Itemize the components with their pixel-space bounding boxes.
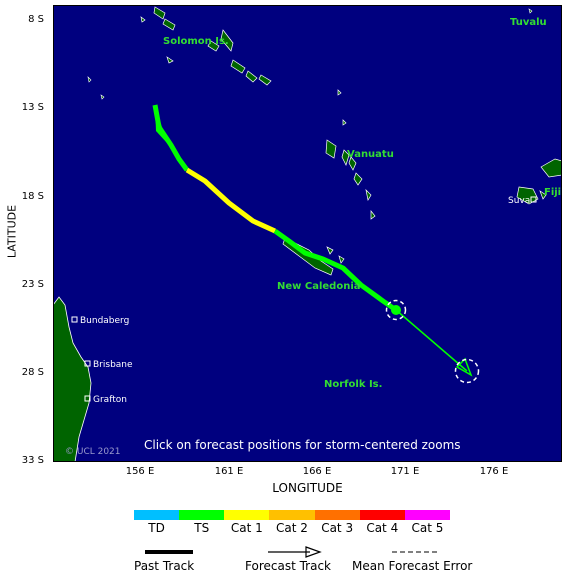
legend-label-cat1: Cat 1 (230, 521, 263, 535)
legend-label-ts: TS (194, 521, 210, 535)
place-label-norfolk-is: Norfolk Is. (324, 379, 382, 390)
lat-tick-28s: 28 S (21, 367, 44, 378)
lat-tick-13s: 13 S (21, 102, 44, 113)
x-axis-label: LONGITUDE (272, 481, 343, 495)
vanuatu-islands (325, 89, 376, 220)
place-label-vanuatu: Vanuatu (347, 149, 394, 160)
copyright-text: © UCL 2021 (65, 447, 121, 457)
intensity-legend-labels: TD TS Cat 1 Cat 2 Cat 3 Cat 4 Cat 5 (134, 521, 450, 535)
city-label-suva: Suva (508, 196, 530, 206)
map-frame (53, 5, 562, 462)
lon-tick-166e: 166 E (302, 466, 332, 477)
bundaberg-marker (71, 316, 78, 323)
lon-tick-156e: 156 E (125, 466, 155, 477)
past-track-ts-segment-2 (273, 228, 398, 313)
mean-error-label: Mean Forecast Error (352, 559, 473, 573)
city-label-brisbane: Brisbane (93, 360, 133, 370)
lat-tick-18s: 18 S (21, 191, 44, 202)
suva-marker (530, 196, 537, 203)
place-label-solomon-is: Solomon Is. (163, 36, 229, 47)
lon-tick-176e: 176 E (479, 466, 509, 477)
lon-tick-161e: 161 E (214, 466, 244, 477)
ocean (53, 5, 562, 462)
fiji-islands (516, 158, 562, 205)
solomon-islands (140, 6, 272, 86)
forecast-track-arrowhead (455, 357, 473, 377)
legend-label-td: TD (148, 521, 165, 535)
small-islands (87, 8, 533, 100)
forecast-position-error-circle[interactable] (454, 358, 480, 384)
brisbane-marker (84, 360, 91, 367)
place-label-tuvalu: Tuvalu (510, 17, 547, 28)
place-label-fiji: Fiji (544, 187, 561, 198)
forecast-track-line (395, 309, 468, 372)
place-label-new-caledonia: New Caledonia (277, 281, 361, 292)
legend-label-cat3: Cat 3 (321, 521, 354, 535)
past-track-label: Past Track (134, 559, 195, 573)
legend-swatch-cat5 (404, 510, 450, 520)
legend-label-cat4: Cat 4 (366, 521, 399, 535)
lat-tick-33s: 33 S (21, 455, 44, 466)
legend-swatch-ts (179, 510, 225, 520)
past-track-ts-spur (155, 105, 167, 143)
past-track-cat1-segment (185, 167, 277, 234)
legend-swatch-cat4 (359, 510, 405, 520)
intensity-color-bar (134, 510, 450, 520)
legend-swatch-td (134, 510, 180, 520)
lat-tick-23s: 23 S (21, 279, 44, 290)
lon-tick-171e: 171 E (390, 466, 420, 477)
forecast-arrow-symbol (305, 546, 322, 558)
y-axis-label: LATITUDE (5, 204, 19, 259)
zoom-instruction-text: Click on forecast positions for storm-ce… (144, 438, 461, 452)
grafton-marker (84, 395, 91, 402)
current-position-error-circle[interactable] (385, 299, 407, 321)
city-label-grafton: Grafton (93, 395, 127, 405)
lat-tick-8s: 8 S (28, 14, 44, 25)
legend-swatch-cat1 (224, 510, 270, 520)
legend-swatch-cat2 (269, 510, 315, 520)
australia-landmass (53, 297, 91, 462)
forecast-track-label: Forecast Track (245, 559, 331, 573)
legend-label-cat5: Cat 5 (411, 521, 444, 535)
legend-label-cat2: Cat 2 (276, 521, 308, 535)
track-map: Tuvalu Solomon Is. Vanuatu Fiji New Cale… (53, 5, 562, 462)
track-legend-symbols (145, 546, 440, 558)
legend-swatch-cat3 (314, 510, 360, 520)
current-position-marker[interactable] (391, 305, 401, 315)
city-label-bundaberg: Bundaberg (80, 316, 129, 326)
